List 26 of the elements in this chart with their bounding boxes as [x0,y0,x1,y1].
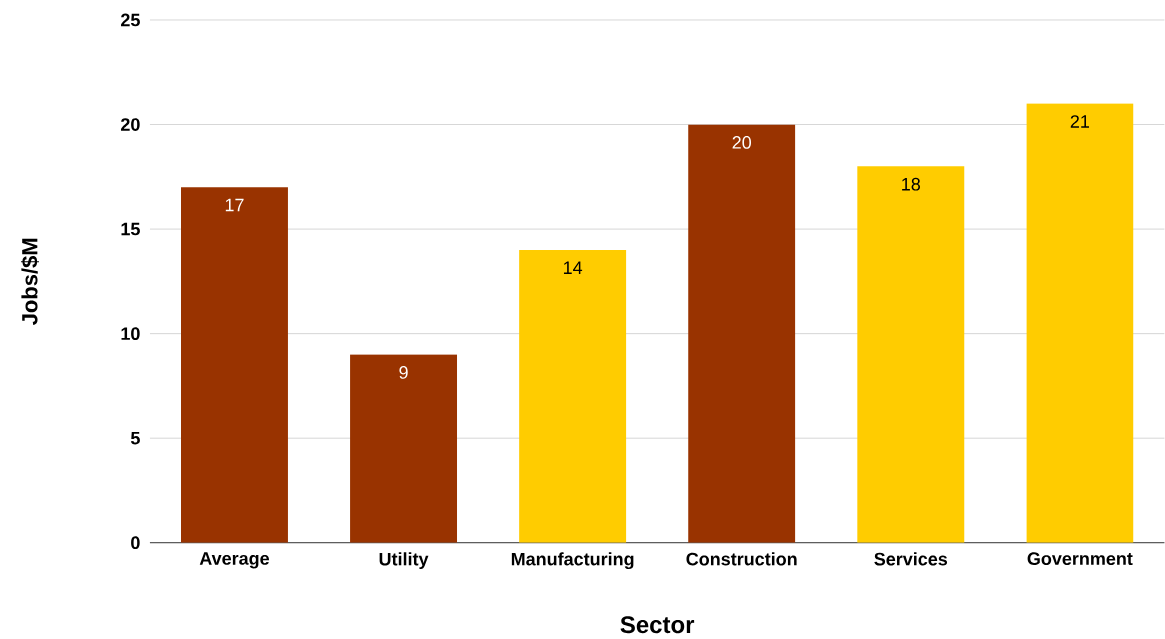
y-tick-label: 20 [121,118,140,132]
x-tick-label: Services [874,552,948,566]
data-label: 17 [225,198,244,212]
y-tick-label: 25 [121,13,140,27]
x-tick-label: Construction [686,552,797,566]
x-tick-label: Utility [379,552,429,570]
bar [1026,103,1134,543]
data-label: 21 [1070,115,1089,128]
data-label: 9 [399,366,408,379]
bar [857,166,965,543]
y-tick-label: 10 [121,327,140,341]
data-label: 20 [732,136,752,149]
y-axis-title: Jobs/$M [21,238,39,326]
x-tick-label: Manufacturing [511,552,634,570]
x-tick-label: Government [1027,552,1133,566]
y-tick-label: 15 [121,222,140,236]
data-label: 14 [563,261,583,275]
bar [688,124,796,543]
y-tick-label: 0 [131,536,140,550]
bar [519,250,627,543]
bar [350,354,458,543]
bar [181,187,288,543]
x-tick-label: Average [199,552,270,569]
x-axis-title: Sector [620,616,695,634]
y-tick-label: 5 [130,432,140,445]
data-label: 18 [902,178,921,191]
